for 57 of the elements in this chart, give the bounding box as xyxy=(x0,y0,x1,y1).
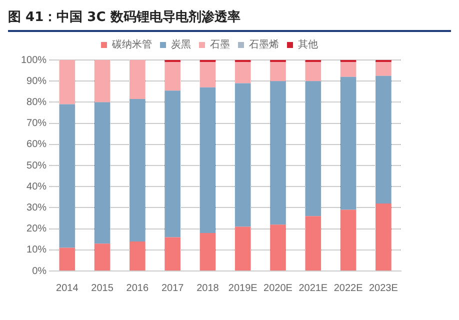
x-tick-label: 2021E xyxy=(298,282,328,294)
y-tick-label: 60% xyxy=(26,139,47,150)
bar xyxy=(130,99,146,242)
bar xyxy=(376,62,392,76)
bar xyxy=(164,237,180,270)
bar xyxy=(305,216,322,270)
legend-label: 石墨 xyxy=(210,40,230,51)
bar xyxy=(305,62,322,82)
y-tick-label: 80% xyxy=(26,96,47,108)
legend-label: 其他 xyxy=(298,38,318,51)
y-tick-label: 10% xyxy=(26,244,47,256)
bar xyxy=(200,87,216,234)
bar xyxy=(94,244,110,270)
bar xyxy=(234,62,251,84)
bar xyxy=(376,76,392,204)
x-tick-label: 2019E xyxy=(228,282,258,294)
legend-label: 石墨烯 xyxy=(249,38,279,51)
bar xyxy=(200,233,216,270)
bar xyxy=(94,102,110,244)
y-tick-label: 100% xyxy=(21,54,47,66)
bar xyxy=(340,62,356,77)
x-tick-label: 2014 xyxy=(56,282,79,294)
bar xyxy=(270,62,286,82)
x-tick-label: 2023E xyxy=(368,282,398,294)
y-tick-label: 20% xyxy=(26,224,47,235)
bar xyxy=(270,81,286,225)
bar xyxy=(59,60,76,104)
bar xyxy=(340,210,356,270)
bar xyxy=(94,60,110,102)
y-tick-label: 0% xyxy=(32,266,47,277)
y-tick-label: 40% xyxy=(26,181,47,192)
chart-title: 图 41：中国 3C 数码锂电导电剂渗透率 xyxy=(8,8,451,32)
bar xyxy=(305,81,322,216)
x-tick-label: 2015 xyxy=(91,282,114,294)
y-tick-label: 30% xyxy=(26,202,47,214)
bar xyxy=(130,241,146,270)
x-tick-label: 2018 xyxy=(196,282,220,294)
bar xyxy=(200,62,216,88)
bar xyxy=(164,62,180,91)
bar xyxy=(340,76,356,210)
legend-label: 碳纳米管 xyxy=(111,38,152,51)
x-tick-label: 2022E xyxy=(334,282,364,294)
bar xyxy=(130,60,146,100)
y-tick-label: 50% xyxy=(26,160,47,172)
bar xyxy=(164,90,180,238)
bar xyxy=(376,203,392,270)
bar xyxy=(270,224,286,270)
legend-label: 炭黑 xyxy=(171,38,191,51)
bar xyxy=(59,104,76,248)
x-tick-label: 2020E xyxy=(264,282,293,294)
y-tick-label: 90% xyxy=(26,76,47,87)
x-tick-label: 2017 xyxy=(161,282,184,294)
bar xyxy=(234,226,251,270)
y-tick-label: 70% xyxy=(26,118,47,130)
bar xyxy=(234,83,251,227)
x-tick-label: 2016 xyxy=(126,282,149,294)
bar xyxy=(59,248,76,270)
